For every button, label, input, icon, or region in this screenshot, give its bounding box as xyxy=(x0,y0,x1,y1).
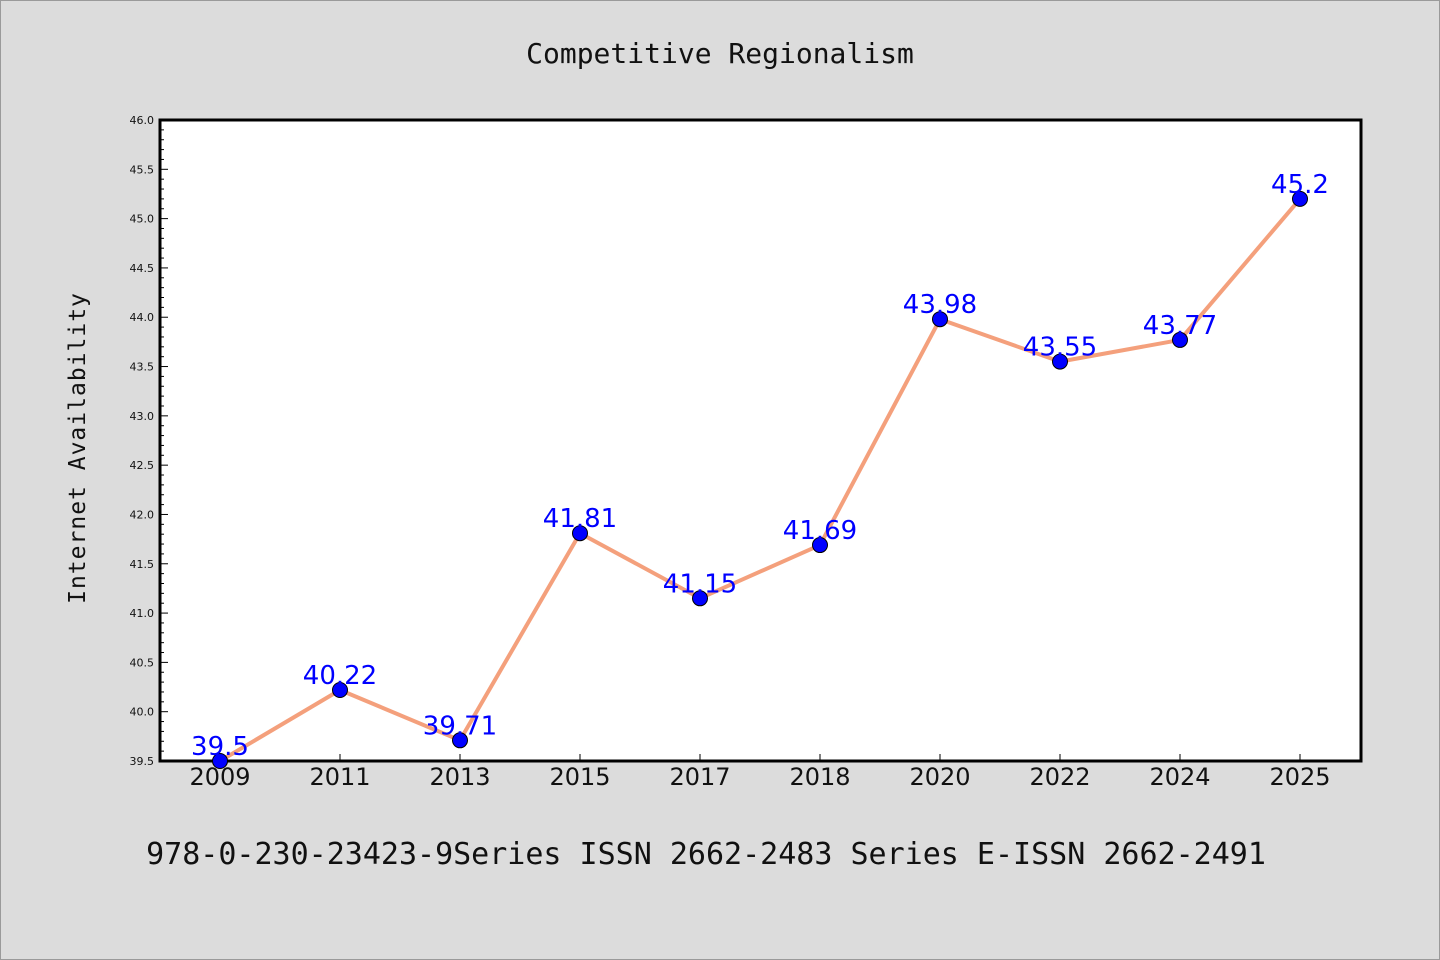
data-value-label: 40.22 xyxy=(303,661,377,691)
data-value-label: 45.2 xyxy=(1271,170,1329,200)
series-line xyxy=(218,197,1302,763)
x-tick-label: 2015 xyxy=(549,763,610,791)
plot-area xyxy=(158,118,1363,763)
x-tick-label: 2024 xyxy=(1149,763,1210,791)
data-value-label: 39.71 xyxy=(423,711,497,741)
data-point-marker xyxy=(452,732,468,749)
data-point-marker xyxy=(932,311,948,328)
data-point-marker xyxy=(1172,331,1188,348)
x-tick-label: 2011 xyxy=(309,763,370,791)
data-point-marker xyxy=(1052,353,1068,370)
y-tick-label: 42.0 xyxy=(130,508,155,521)
chart-title: Competitive Regionalism xyxy=(526,37,914,70)
data-value-label: 39.5 xyxy=(191,732,249,762)
y-tick-label: 43.0 xyxy=(130,410,155,423)
data-value-label: 43.55 xyxy=(1023,333,1097,363)
y-tick-label: 46.0 xyxy=(130,114,155,127)
y-tick-label: 44.0 xyxy=(130,311,155,324)
x-tick-label: 2017 xyxy=(669,763,730,791)
y-tick-label: 41.5 xyxy=(130,558,155,571)
y-tick-label: 40.0 xyxy=(130,706,155,719)
data-value-label: 43.77 xyxy=(1143,311,1217,341)
data-point-marker xyxy=(332,681,348,698)
data-value-label: 41.69 xyxy=(783,516,857,546)
series-layer: 39.5 40.22 39.71 41.81 41.15 41.69 43.98 43.55 4… xyxy=(191,170,1329,769)
y-tick-label: 44.5 xyxy=(130,262,155,275)
y-tick-label: 45.0 xyxy=(130,213,155,226)
y-tick-label: 40.5 xyxy=(130,656,155,669)
footer-isbn-text: 978-0-230-23423-9Series ISSN 2662-2483 S… xyxy=(146,837,1266,872)
x-tick-label: 2022 xyxy=(1029,763,1090,791)
x-axis: 2009 2011 2013 2015 2017 2018 2020 2022 2024 2025 xyxy=(189,754,1331,791)
y-tick-label: 41.0 xyxy=(130,607,155,620)
y-tick-label: 45.5 xyxy=(130,163,155,176)
data-point-marker xyxy=(212,753,228,769)
x-tick-label: 2013 xyxy=(429,763,490,791)
x-tick-label: 2018 xyxy=(789,763,850,791)
data-point-marker xyxy=(572,525,588,542)
x-tick-label: 2020 xyxy=(909,763,970,791)
y-tick-label: 43.5 xyxy=(130,361,155,374)
y-tick-label: 42.5 xyxy=(130,459,155,472)
x-tick-label: 2025 xyxy=(1269,763,1330,791)
data-point-marker xyxy=(692,590,708,607)
y-axis: 39.5 40.0 40.5 41.0 41.5 42.0 42.5 43.0 43.5 44.0… xyxy=(130,114,168,768)
y-axis-label: Internet Availability xyxy=(65,292,91,604)
data-point-marker xyxy=(812,537,828,554)
data-value-label: 43.98 xyxy=(903,290,977,320)
data-value-label: 41.81 xyxy=(543,504,617,534)
data-value-label: 41.15 xyxy=(663,569,737,599)
data-point-marker xyxy=(1292,190,1308,207)
y-tick-label: 39.5 xyxy=(130,755,155,768)
